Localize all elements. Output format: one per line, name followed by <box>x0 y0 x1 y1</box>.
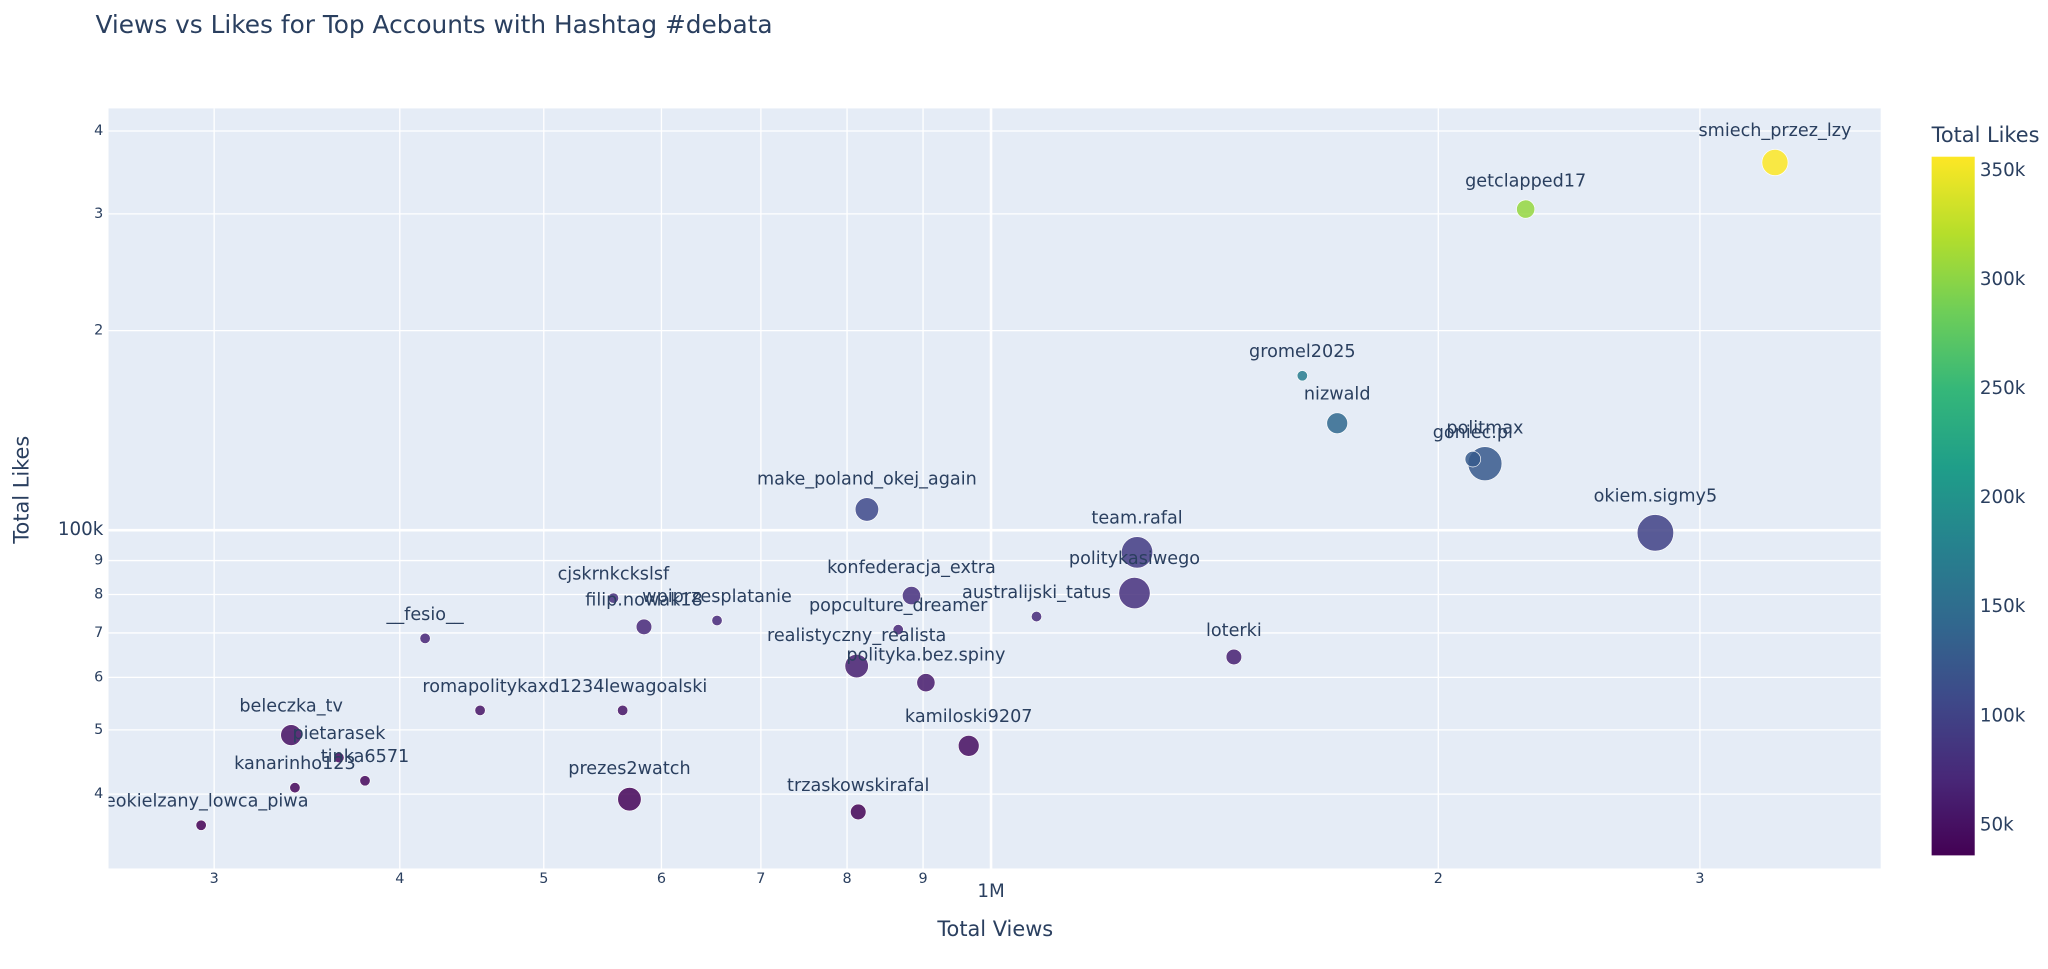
point-label: konfederacja_extra <box>827 558 996 578</box>
y-tick-label: 9 <box>94 553 103 569</box>
point <box>957 735 980 757</box>
point-label: prezes2watch <box>568 759 690 779</box>
x-tick-label: 3 <box>1695 871 1704 887</box>
point-label: loterki <box>1206 621 1262 641</box>
chart-title: Views vs Likes for Top Accounts with Has… <box>95 10 772 39</box>
colorbar-tick-label: 300k <box>1980 269 2026 290</box>
point <box>333 752 345 764</box>
colorbar-tick-label: 350k <box>1980 160 2026 181</box>
colorbar <box>1931 156 1975 856</box>
point-label: kamiloski9207 <box>905 707 1033 727</box>
point-label: cjskrnkckslsf <box>558 565 670 585</box>
y-axis-title: Total Likes <box>9 436 33 545</box>
point-label: gromel2025 <box>1249 342 1356 362</box>
point <box>711 614 723 627</box>
point-label: beleczka_tv <box>239 696 343 716</box>
point <box>635 618 653 636</box>
point-label: make_poland_okej_again <box>757 469 977 489</box>
colorbar-tick-label: 200k <box>1980 487 2026 508</box>
point <box>1118 577 1151 610</box>
y-tick-label: 4 <box>94 123 103 139</box>
x-tick-label: 9 <box>918 871 927 887</box>
x-tick-label: 6 <box>657 871 666 887</box>
point-label: xd1234lewagoalski <box>538 677 707 697</box>
point-label: smiech_przez_lzy <box>1698 121 1851 141</box>
y-tick-label: 3 <box>94 206 103 222</box>
point-label: politykasiwego <box>1069 549 1200 569</box>
point <box>1636 514 1675 552</box>
y-tick-label: 100k <box>58 519 104 540</box>
point-label: wpiprzesplatanie <box>642 587 792 607</box>
point <box>1030 611 1043 623</box>
point-label: neokielzany_lowca_piwa <box>94 792 309 812</box>
y-tick-label: 5 <box>94 722 103 738</box>
point <box>1225 648 1243 666</box>
x-axis-title: Total Views <box>936 917 1053 941</box>
point <box>892 624 904 636</box>
point-label: __fesio__ <box>386 605 464 625</box>
x-tick-label: 3 <box>210 871 219 887</box>
point-label: realistyczny_realista <box>767 626 946 646</box>
point <box>280 724 302 746</box>
point <box>474 704 486 716</box>
point <box>607 592 619 604</box>
point-label: goniec.pl <box>1433 423 1513 443</box>
point <box>916 673 936 693</box>
point <box>1516 199 1536 219</box>
point-label: tinka6571 <box>321 747 410 767</box>
point <box>617 787 642 812</box>
point <box>1296 370 1308 382</box>
point-label: polityka.bez.spiny <box>846 645 1005 665</box>
y-tick-label: 8 <box>94 587 103 603</box>
point <box>359 775 371 787</box>
point-label: romapolityka <box>422 677 537 697</box>
point <box>844 653 869 679</box>
point-label: trzaskowskirafal <box>787 776 929 796</box>
y-tick-label: 6 <box>94 669 103 685</box>
x-tick-label: 4 <box>395 871 404 887</box>
point-label: australijski_tatus <box>962 583 1111 603</box>
point-label: nizwald <box>1304 385 1371 405</box>
y-tick-label: 2 <box>94 323 103 339</box>
point-label: getclapped17 <box>1465 172 1586 192</box>
point-label: popculture_dreamer <box>809 596 988 616</box>
point <box>419 632 431 644</box>
point-label: okiem.sigmy5 <box>1594 486 1718 506</box>
point <box>1121 536 1154 569</box>
point <box>195 819 207 831</box>
point-label: team.rafal <box>1091 508 1182 528</box>
plot-area <box>108 108 1881 869</box>
point-label: kanarinho123 <box>234 754 356 774</box>
point <box>1326 412 1348 435</box>
x-tick-label: 2 <box>1434 871 1443 887</box>
point <box>850 803 867 821</box>
colorbar-tick-label: 50k <box>1980 814 2014 835</box>
x-tick-label: 7 <box>756 871 765 887</box>
colorbar-title: Total Likes <box>1931 123 2040 147</box>
colorbar-tick-label: 100k <box>1980 705 2026 726</box>
point <box>902 586 921 606</box>
y-tick-label: 4 <box>94 786 103 802</box>
x-tick-label: 8 <box>842 871 851 887</box>
point <box>289 782 301 794</box>
point-label: politmax <box>1446 418 1523 438</box>
point <box>617 704 629 716</box>
colorbar-tick-label: 250k <box>1980 378 2026 399</box>
x-tick-label: 1M <box>977 881 1004 902</box>
point <box>1761 149 1789 176</box>
point <box>854 497 879 522</box>
colorbar-tick-label: 150k <box>1980 596 2026 617</box>
point-label: filip.nowak18 <box>585 591 703 611</box>
point <box>1464 450 1482 468</box>
x-tick-label: 5 <box>539 871 548 887</box>
y-tick-label: 7 <box>94 625 103 641</box>
point-label: pietarasek <box>292 724 386 744</box>
